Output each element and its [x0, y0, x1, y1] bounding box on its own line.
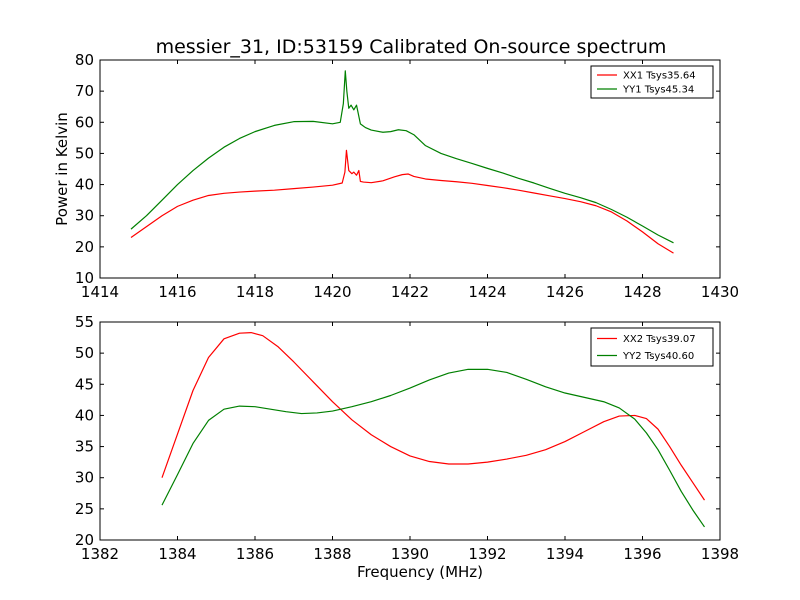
x-axis-title: Frequency (MHz) [357, 563, 483, 581]
series-line-bottom-1 [161, 368, 705, 528]
y-axis-title: Power in Kelvin [53, 112, 71, 226]
legend-label: YY1 Tsys45.34 [622, 85, 694, 96]
x-tick-label: 1386 [236, 545, 274, 563]
legend-label: YY2 Tsys40.60 [622, 351, 694, 362]
series-line-top-0 [130, 149, 674, 254]
y-tick-label: 40 [75, 176, 94, 194]
series-line-top-1 [130, 70, 674, 244]
legend-box [590, 327, 714, 367]
legend-box [590, 65, 714, 99]
top-panel: 1414 1416 1418 1420 1422 1424 1426 1428 1430 10 20… [53, 51, 739, 301]
x-tick-label: 1382 [81, 545, 119, 563]
x-tick-label: 1418 [236, 283, 274, 301]
x-tick-label: 1396 [623, 545, 661, 563]
x-tick-label: 1388 [313, 545, 351, 563]
y-tick-label: 30 [75, 469, 94, 487]
y-tick-label: 50 [75, 344, 94, 362]
x-tick-label: 1420 [313, 283, 351, 301]
bottom-panel: 1382 1384 1386 1388 1390 1392 1394 1396 1398 20 25… [75, 313, 739, 581]
x-tick-label: 1424 [468, 283, 506, 301]
y-tick-label: 45 [75, 375, 94, 393]
chart-title: messier_31, ID:53159 Calibrated On-sourc… [156, 36, 667, 58]
y-tick-label: 70 [75, 82, 94, 100]
x-tick-label: 1394 [546, 545, 584, 563]
y-tick-label: 25 [75, 500, 94, 518]
series-line-bottom-0 [161, 331, 705, 501]
y-tick-label: 35 [75, 438, 94, 456]
legend-label: XX2 Tsys39.07 [623, 334, 696, 345]
y-tick-label: 30 [75, 207, 94, 225]
y-tick-label: 20 [75, 531, 94, 549]
y-tick-label: 60 [75, 113, 94, 131]
y-tick-label: 55 [75, 313, 94, 331]
y-tick-label: 20 [75, 238, 94, 256]
x-tick-label: 1398 [701, 545, 739, 563]
y-tick-label: 50 [75, 144, 94, 162]
x-tick-label: 1422 [391, 283, 429, 301]
y-tick-label: 40 [75, 406, 94, 424]
x-tick-label: 1426 [546, 283, 584, 301]
x-tick-label: 1384 [158, 545, 196, 563]
x-tick-label: 1416 [158, 283, 196, 301]
x-tick-label: 1390 [391, 545, 429, 563]
legend-label: XX1 Tsys35.64 [623, 71, 696, 82]
y-tick-label: 10 [75, 269, 94, 287]
y-tick-label: 80 [75, 51, 94, 69]
x-tick-label: 1430 [701, 283, 739, 301]
x-tick-label: 1392 [468, 545, 506, 563]
x-tick-label: 1414 [81, 283, 119, 301]
x-tick-label: 1428 [623, 283, 661, 301]
